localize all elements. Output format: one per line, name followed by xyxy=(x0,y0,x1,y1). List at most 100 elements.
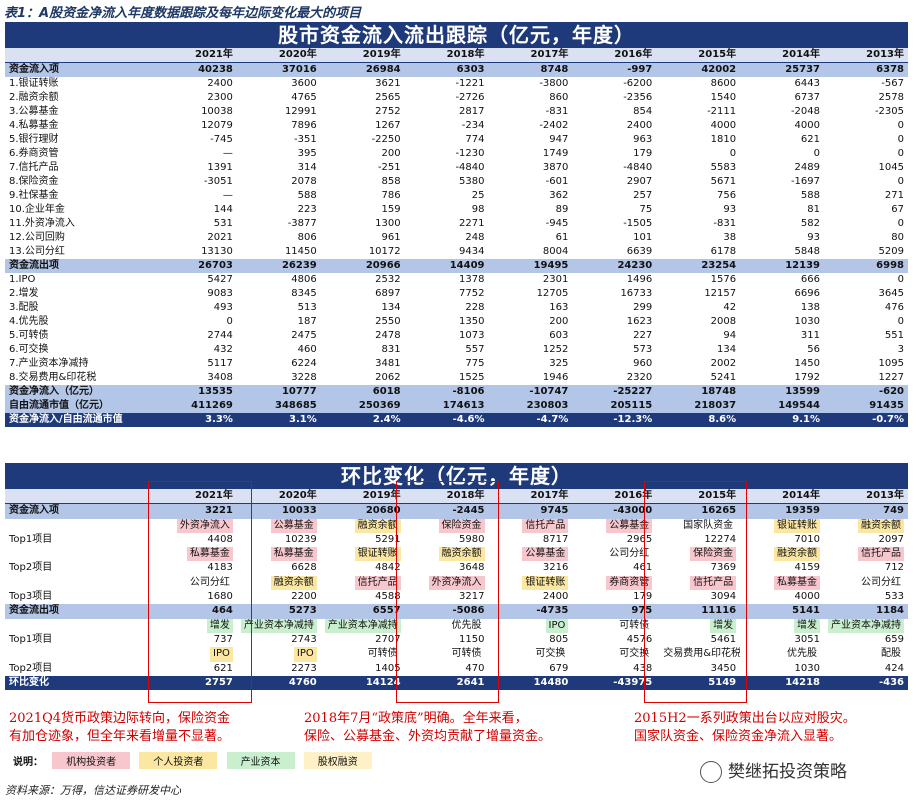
table2-category-tag-cell: 信托产品 xyxy=(656,575,741,591)
table2-category-tag: 私募基金 xyxy=(186,547,233,562)
table1-value-cell: 513 xyxy=(236,301,321,315)
table1-value-cell: 6378 xyxy=(824,62,908,77)
table1-value-cell: 2062 xyxy=(320,371,405,385)
table1-value-cell: 1576 xyxy=(656,273,741,287)
table1-value-cell: 56 xyxy=(740,343,824,357)
table1-row: 4.私募基金 12079 7896 1267 -234 -2402 2400 4000 4000… xyxy=(5,119,908,133)
table2-category-tag: 公募基金 xyxy=(606,518,653,533)
table1-value-cell: 187 xyxy=(236,315,321,329)
table2-category-tag-cell: 私募基金 xyxy=(740,575,824,591)
table1-row-label: 6.券商资管 xyxy=(5,147,153,161)
table1-value-cell: 248 xyxy=(404,231,489,245)
legend-industrial: 产业资本 xyxy=(226,752,295,769)
table1-value-cell: 5209 xyxy=(824,245,908,259)
annotation-2021-line1: 2021Q4货币政策边际转向，保险资金 xyxy=(9,711,231,726)
table1-row: 6.可交换 432 460 831 557 1252 573 134 56 3 xyxy=(5,343,908,357)
table1-value-cell: 257 xyxy=(572,189,657,203)
table2-category-tag-cell: 可交换 xyxy=(572,647,657,662)
table1-value-cell: 6998 xyxy=(824,259,908,273)
table1-value-cell: 5380 xyxy=(404,175,489,189)
table1-value-cell: 1749 xyxy=(488,147,573,161)
page-title: 表1：A股资金净流入年度数据跟踪及每年边际变化最大的项目 xyxy=(4,6,362,21)
table1-value-cell: 314 xyxy=(236,161,321,175)
table1-value-cell: 5848 xyxy=(740,245,824,259)
fund-flow-table: 股市资金流入流出跟踪（亿元，年度） 2021年 2020年 2019年 2018年 20… xyxy=(5,22,908,427)
table2-year-header: 2021年 xyxy=(153,489,237,505)
table1-row-label: 资金流入项 xyxy=(5,62,153,77)
table1-value-cell: 250369 xyxy=(320,399,405,413)
table1-row-label: 自由流通市值（亿元） xyxy=(5,399,153,413)
table1-value-cell: 666 xyxy=(740,273,824,287)
table2-value-cell: -436 xyxy=(824,675,908,691)
table2-value-cell: 2707 xyxy=(320,632,405,648)
table1-row-label: 8.保险资金 xyxy=(5,175,153,189)
table2-value-cell: 8717 xyxy=(488,532,573,548)
table2-category-tag: 配股 xyxy=(881,648,901,660)
table1-row: 自由流通市值（亿元） 411269 348685 250369 174613 230803… xyxy=(5,399,908,413)
table2-value-cell: -43975 xyxy=(572,675,657,691)
table1-row-label: 2.融资余额 xyxy=(5,91,153,105)
table1-value-cell: 362 xyxy=(488,189,573,203)
table2-value-cell: -4735 xyxy=(488,604,573,619)
table2-value-cell: 712 xyxy=(824,561,908,576)
table1-value-cell: 134 xyxy=(320,301,405,315)
brand-text: 樊继拓投资策略 xyxy=(728,762,847,782)
table1-value-cell: 0 xyxy=(740,147,824,161)
table1-value-cell: 6443 xyxy=(740,77,824,91)
table1-value-cell: 10172 xyxy=(320,245,405,259)
table1-value-cell: 2489 xyxy=(740,161,824,175)
table1-row-label: 资金净流入/自由流通市值 xyxy=(5,413,153,427)
table1-row-label: 1.银证转账 xyxy=(5,77,153,91)
table1-row-label: 5.银行理财 xyxy=(5,133,153,147)
table1-row: 2.增发 9083 8345 6897 7752 12705 16733 12157 6696 3… xyxy=(5,287,908,301)
table1-row: 11.外资净流入 531 -3877 1300 2271 -945 -1505 -831 582… xyxy=(5,217,908,231)
legend-label: 说明： xyxy=(13,757,43,768)
table2-value-cell: 2641 xyxy=(404,675,489,691)
table2-value-cell: 3221 xyxy=(153,503,237,519)
table1-year-header: 2020年 xyxy=(236,48,321,63)
table2-category-tag: 外资净流入 xyxy=(428,575,485,591)
table1-value-cell: 775 xyxy=(404,357,489,371)
table1-value-cell: 2021 xyxy=(153,231,237,245)
table1-value-cell: 3 xyxy=(824,343,908,357)
table2-value-cell: 1680 xyxy=(153,590,237,605)
table1-value-cell: 531 xyxy=(153,217,237,231)
table1-value-cell: 6696 xyxy=(740,287,824,301)
table1-row-label: 8.交易费用&印花税 xyxy=(5,371,153,385)
table2-value-cell: 3216 xyxy=(488,561,573,576)
table2-value-cell: 9745 xyxy=(488,503,573,519)
table1-value-cell: 94 xyxy=(656,329,741,343)
table2-category-tag: 增发 xyxy=(710,618,737,633)
table2-category-tag-cell: 公募基金 xyxy=(572,518,657,533)
table2-category-tag: IPO xyxy=(210,647,233,662)
fund-flow-grid: 2021年 2020年 2019年 2018年 2017年 2016年 2015年 2014年… xyxy=(5,48,908,427)
table1-value-cell: 223 xyxy=(236,203,321,217)
table2-value-cell: 12274 xyxy=(656,532,741,548)
table1-row: 8.交易费用&印花税 3408 3228 2062 1525 1946 2320 5241 17… xyxy=(5,371,908,385)
table1-row: 4.优先股 0 187 2550 1350 200 1623 2008 1030 0 xyxy=(5,315,908,329)
table2-value-cell: 805 xyxy=(488,632,573,648)
table2-value-cell: 2200 xyxy=(236,590,321,605)
table1-value-cell: 25737 xyxy=(740,62,824,77)
table1-value-cell: 200 xyxy=(488,315,573,329)
table2-category-tag-cell: 增发 xyxy=(153,618,237,633)
table1-row: 资金净流入/自由流通市值 3.3% 3.1% 2.4% -4.6% -4.7% -12.3%… xyxy=(5,413,908,427)
legend-institutional: 机构投资者 xyxy=(52,752,131,769)
table1-row: 5.银行理财 -745 -351 -2250 774 947 963 1810 621 0 xyxy=(5,133,908,147)
table1-row: 7.产业资本净减持 5117 6224 3481 775 325 960 2002 1450 10… xyxy=(5,357,908,371)
table2-category-tag-cell: 产业资本净减持 xyxy=(320,618,405,633)
table1-row: 资金流入项 40238 37016 26984 6303 8748 -997 42002 257… xyxy=(5,62,908,77)
table1-value-cell: 0 xyxy=(824,147,908,161)
table2-value-cell: 533 xyxy=(824,590,908,605)
table2-row-label: Top3项目 xyxy=(5,590,153,605)
table1-row: 12.公司回购 2021 806 961 248 61 101 38 93 80 xyxy=(5,231,908,245)
table1-value-cell: 3600 xyxy=(236,77,321,91)
table2-value-cell: 4576 xyxy=(572,632,657,648)
table2-value-cell: 14480 xyxy=(488,675,573,691)
table2-row: Top1项目 4408 10239 5291 5980 8717 2965 12274 7010… xyxy=(5,532,908,548)
table1-value-cell: -4840 xyxy=(404,161,489,175)
table1-value-cell: 9083 xyxy=(153,287,237,301)
table1-value-cell: — xyxy=(153,189,237,203)
table2-category-tag: IPO xyxy=(293,647,317,662)
table1-value-cell: 12139 xyxy=(740,259,824,273)
